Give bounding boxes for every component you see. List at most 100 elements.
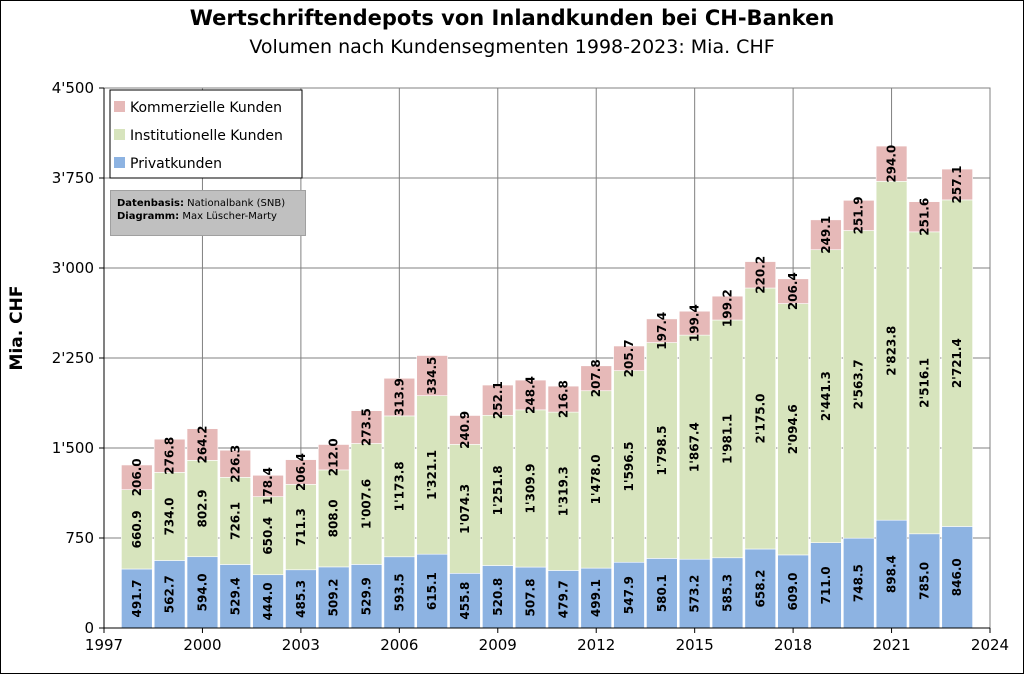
data-label-kommerziell: 199.4: [688, 304, 702, 342]
legend-swatch-institutionell: [114, 129, 125, 140]
bar-kommerziell: [219, 449, 251, 478]
data-label-kommerziell: 199.2: [720, 289, 734, 327]
data-label-institutionell: 2'441.3: [819, 371, 833, 421]
bar-privat: [646, 558, 678, 629]
data-label-privat: 444.0: [261, 582, 275, 620]
data-label-institutionell: 2'721.4: [950, 338, 964, 388]
bar-institutionell: [317, 469, 350, 568]
bar-kommerziell: [252, 474, 284, 497]
data-label-institutionell: 2'516.1: [917, 358, 931, 408]
bar-kommerziell: [941, 168, 973, 201]
data-label-institutionell: 2'823.8: [885, 326, 899, 376]
y-tick-label: 0: [84, 619, 94, 637]
y-tick-label: 3'000: [52, 259, 94, 277]
x-tick-label: 2021: [872, 636, 910, 654]
data-label-institutionell: 1'596.5: [622, 441, 636, 491]
source-data-value: Nationalbank (SNB): [187, 198, 286, 209]
bar-institutionell: [383, 415, 416, 558]
x-tick-label: 2009: [479, 636, 517, 654]
bar-institutionell: [744, 287, 777, 550]
data-label-privat: 594.0: [195, 573, 209, 611]
data-label-privat: 491.7: [130, 580, 144, 618]
bar-kommerziell: [843, 200, 875, 231]
x-tick-label: 2015: [676, 636, 714, 654]
data-label-privat: 658.2: [753, 570, 767, 608]
legend-box: [109, 89, 303, 179]
data-label-kommerziell: 206.4: [786, 272, 800, 310]
data-label-privat: 499.1: [589, 579, 603, 617]
y-tick-label: 4'500: [52, 79, 94, 97]
data-label-privat: 573.2: [688, 575, 702, 613]
bar-privat: [547, 570, 580, 629]
chart-title: Wertschriftendepots von Inlandkunden bei…: [189, 6, 835, 30]
data-label-kommerziell: 240.9: [458, 411, 472, 449]
data-label-institutionell: 1'074.3: [458, 484, 472, 534]
bar-kommerziell: [482, 384, 514, 416]
data-label-institutionell: 726.1: [228, 502, 242, 540]
data-label-institutionell: 802.9: [195, 490, 209, 528]
data-label-kommerziell: 313.9: [392, 378, 406, 416]
data-label-kommerziell: 206.4: [294, 453, 308, 491]
bar-privat: [482, 565, 514, 629]
data-label-kommerziell: 197.4: [655, 312, 669, 350]
data-label-institutionell: 1'173.8: [392, 461, 406, 511]
bar-privat: [186, 556, 219, 629]
data-label-institutionell: 2'563.7: [852, 359, 866, 409]
data-label-privat: 529.4: [228, 577, 242, 615]
x-tick-label: 2000: [183, 636, 221, 654]
legend: Kommerzielle Kunden Institutionelle Kund…: [109, 89, 303, 179]
data-label-kommerziell: 205.7: [622, 339, 636, 377]
bar-institutionell: [580, 390, 612, 569]
bar-institutionell: [449, 444, 481, 574]
data-label-privat: 509.2: [327, 578, 341, 616]
bar-institutionell: [285, 484, 317, 571]
bar-institutionell: [711, 319, 744, 559]
bar-institutionell: [777, 303, 809, 556]
data-label-privat: 846.0: [950, 558, 964, 596]
data-label-institutionell: 1'321.1: [425, 450, 439, 500]
bar-kommerziell: [613, 345, 645, 371]
bar-kommerziell: [711, 295, 744, 321]
bar-institutionell: [350, 443, 383, 565]
bar-kommerziell: [416, 355, 448, 396]
y-tick-label: 750: [65, 529, 94, 547]
data-label-privat: 585.3: [720, 574, 734, 612]
axes: 0 750 1'500 2'250 3'000 3'750 4'500 1997 2000 200…: [52, 79, 1009, 654]
data-label-privat: 580.1: [655, 574, 669, 612]
data-label-privat: 593.5: [392, 573, 406, 611]
bar-kommerziell: [777, 278, 809, 304]
bar-institutionell: [153, 472, 186, 561]
data-label-privat: 485.3: [294, 580, 308, 618]
x-tick-label: 2018: [774, 636, 812, 654]
data-label-kommerziell: 207.8: [589, 359, 603, 397]
bar-institutionell: [482, 414, 514, 566]
y-axis-title: Mia. CHF: [7, 286, 27, 371]
bar-institutionell: [875, 181, 908, 521]
bar-institutionell: [547, 411, 580, 571]
data-label-privat: 520.8: [491, 578, 505, 616]
data-label-institutionell: 650.4: [261, 517, 275, 555]
data-label-kommerziell: 249.1: [819, 216, 833, 254]
bar-kommerziell: [153, 438, 186, 473]
bar-institutionell: [613, 370, 645, 563]
bar-kommerziell: [875, 145, 908, 182]
data-label-privat: 507.8: [524, 579, 538, 617]
bar-kommerziell: [350, 410, 383, 444]
data-label-institutionell: 808.0: [327, 499, 341, 537]
bar-kommerziell: [121, 464, 153, 490]
legend-label-institutionell: Institutionelle Kunden: [130, 128, 283, 144]
y-tick-label: 2'250: [52, 349, 94, 367]
y-tick-label: 3'750: [52, 169, 94, 187]
bar-kommerziell: [383, 377, 416, 417]
bar-privat: [908, 533, 941, 629]
data-label-institutionell: 1'981.1: [720, 414, 734, 464]
bar-kommerziell: [547, 385, 580, 413]
bar-kommerziell: [678, 310, 711, 336]
data-label-kommerziell: 220.2: [753, 256, 767, 294]
data-label-privat: 547.9: [622, 576, 636, 614]
bar-kommerziell: [514, 379, 547, 411]
x-tick-label: 1997: [85, 636, 123, 654]
bar-kommerziell: [285, 459, 317, 485]
x-tick-label: 2012: [577, 636, 615, 654]
data-label-kommerziell: 276.8: [163, 437, 177, 475]
